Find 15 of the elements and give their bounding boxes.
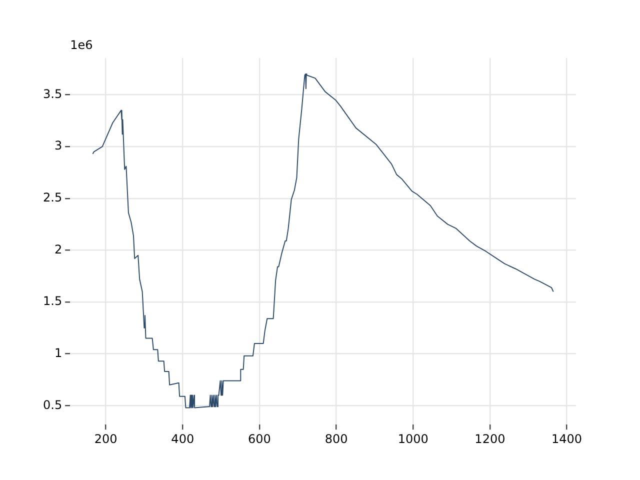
x-tick-label: 600 <box>248 432 271 446</box>
y-tick-label: 0.5 <box>42 398 62 412</box>
y-tick-label: 2 <box>54 242 62 256</box>
y-tick-label: 1.5 <box>42 294 62 308</box>
y-tick-label: 3 <box>54 138 62 153</box>
x-tick-label: 800 <box>324 432 348 446</box>
x-tick-label: 200 <box>94 432 118 446</box>
x-tick-label: 1200 <box>474 432 506 446</box>
y-tick-label: 3.5 <box>42 86 62 101</box>
y-tick-label: 1 <box>54 346 62 360</box>
x-tick-label: 400 <box>171 432 194 446</box>
text: 1e6 <box>70 38 93 52</box>
y-tick-label: 2.5 <box>42 190 62 205</box>
x-tick-label: 1000 <box>398 432 428 446</box>
x-tick-label: 1400 <box>552 432 582 446</box>
